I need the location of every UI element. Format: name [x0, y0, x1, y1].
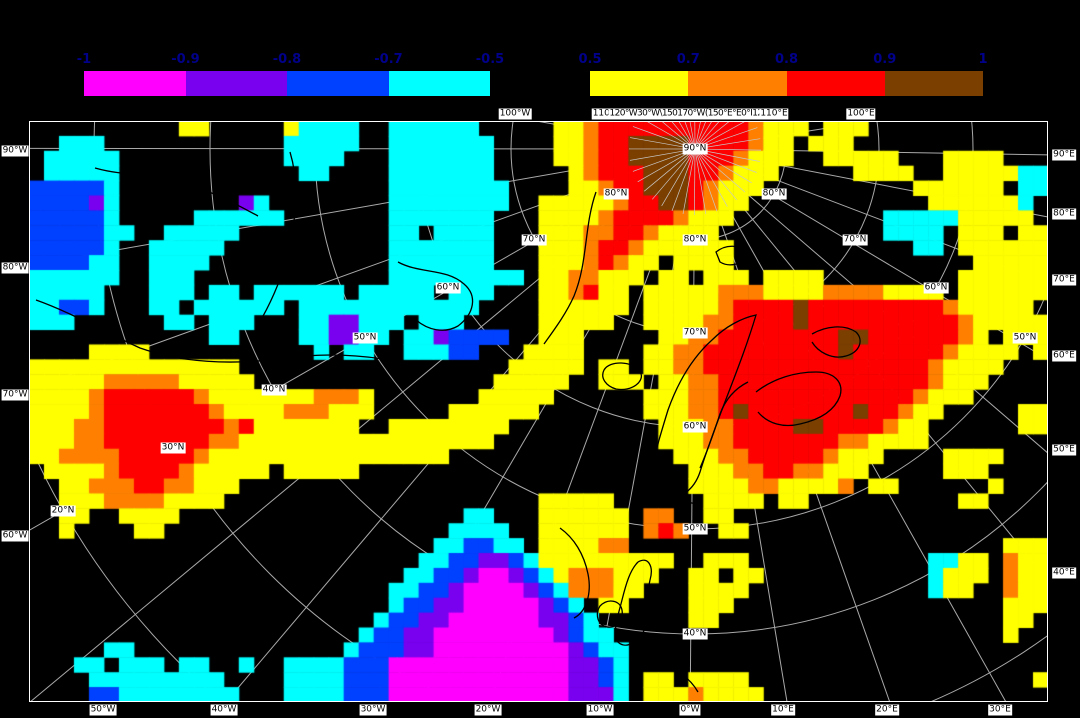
latitude-label: 70°N	[842, 234, 868, 246]
longitude-label-right: 80°E	[1052, 208, 1076, 220]
latitude-label: 80°N	[682, 234, 708, 246]
longitude-label-bottom: 10°E	[771, 704, 795, 716]
longitude-label-bottom: 40°W	[210, 704, 238, 716]
negative-colorbar-tick-label: -0.5	[475, 52, 505, 67]
negative-colorbar-segment	[388, 71, 490, 96]
longitude-label-bottom: 30°E	[988, 704, 1012, 716]
latitude-label: 60°N	[682, 421, 708, 433]
latitude-label: 50°N	[352, 332, 378, 344]
negative-colorbar-tick-label: -0.8	[272, 52, 302, 67]
positive-colorbar: 0.5 0.7 0.8 0.9 1	[578, 52, 988, 96]
longitude-label-top: 120°W30°W\150170°W(150°E°E0°I120°E	[608, 108, 778, 120]
latitude-label: 60°N	[923, 282, 949, 294]
longitude-label-top: 110°W	[591, 108, 625, 120]
longitude-label-left: 70°W	[1, 389, 29, 401]
positive-colorbar-tick-label: 0.8	[774, 52, 799, 67]
positive-colorbar-segment	[688, 71, 787, 96]
correlation-field	[29, 121, 1048, 702]
longitude-label-bottom: 30°W	[359, 704, 387, 716]
negative-colorbar-segment	[287, 71, 389, 96]
negative-colorbar: -1 -0.9 -0.8 -0.7 -0.5	[77, 52, 504, 96]
latitude-label: 70°N	[521, 234, 547, 246]
latitude-label: 50°N	[1012, 332, 1038, 344]
negative-colorbar-tick-label: -0.7	[374, 52, 403, 67]
longitude-label-top: 110°E	[759, 108, 789, 120]
longitude-label-left: 90°W	[1, 145, 29, 157]
longitude-label-bottom: 50°W	[89, 704, 117, 716]
latitude-label: 30°N	[160, 442, 186, 454]
longitude-label-bottom: 20°E	[875, 704, 899, 716]
longitude-label-right: 90°E	[1052, 149, 1076, 161]
latitude-label: 70°N	[682, 327, 708, 339]
latitude-label: 20°N	[50, 505, 76, 517]
positive-colorbar-tick-label: 0.7	[676, 52, 700, 67]
longitude-label-right: 70°E	[1052, 274, 1076, 286]
longitude-label-top: 100°E	[846, 108, 876, 120]
longitude-label-top: 100°W	[498, 108, 532, 120]
positive-colorbar-tick-label: 1	[978, 52, 988, 67]
positive-colorbar-segment	[590, 71, 689, 96]
positive-colorbar-tick-label: 0.5	[578, 52, 602, 67]
longitude-label-bottom: 0°W	[679, 704, 701, 716]
latitude-label: 80°N	[603, 188, 629, 200]
latitude-label: 60°N	[435, 282, 461, 294]
longitude-label-right: 60°E	[1052, 350, 1076, 362]
longitude-label-bottom: 20°W	[474, 704, 502, 716]
longitude-label-left: 60°W	[1, 530, 29, 542]
negative-colorbar-segment	[185, 71, 287, 96]
longitude-label-right: 40°E	[1052, 567, 1076, 579]
negative-colorbar-tick-label: -1	[76, 52, 92, 67]
latitude-label: 40°N	[682, 628, 708, 640]
negative-colorbar-tick-label: -0.9	[171, 52, 200, 67]
negative-colorbar-segment	[84, 71, 186, 96]
latitude-label: 80°N	[761, 188, 787, 200]
latitude-label: 40°N	[261, 384, 287, 396]
longitude-label-left: 80°W	[1, 262, 29, 274]
latitude-label: 50°N	[682, 523, 708, 535]
map-frame	[29, 121, 1048, 702]
positive-colorbar-segment	[786, 71, 885, 96]
positive-colorbar-segment	[884, 71, 983, 96]
latitude-label: 90°N	[682, 143, 708, 155]
positive-colorbar-tick-label: 0.9	[873, 52, 897, 67]
longitude-label-right: 50°E	[1052, 444, 1076, 456]
longitude-label-bottom: 10°W	[586, 704, 614, 716]
